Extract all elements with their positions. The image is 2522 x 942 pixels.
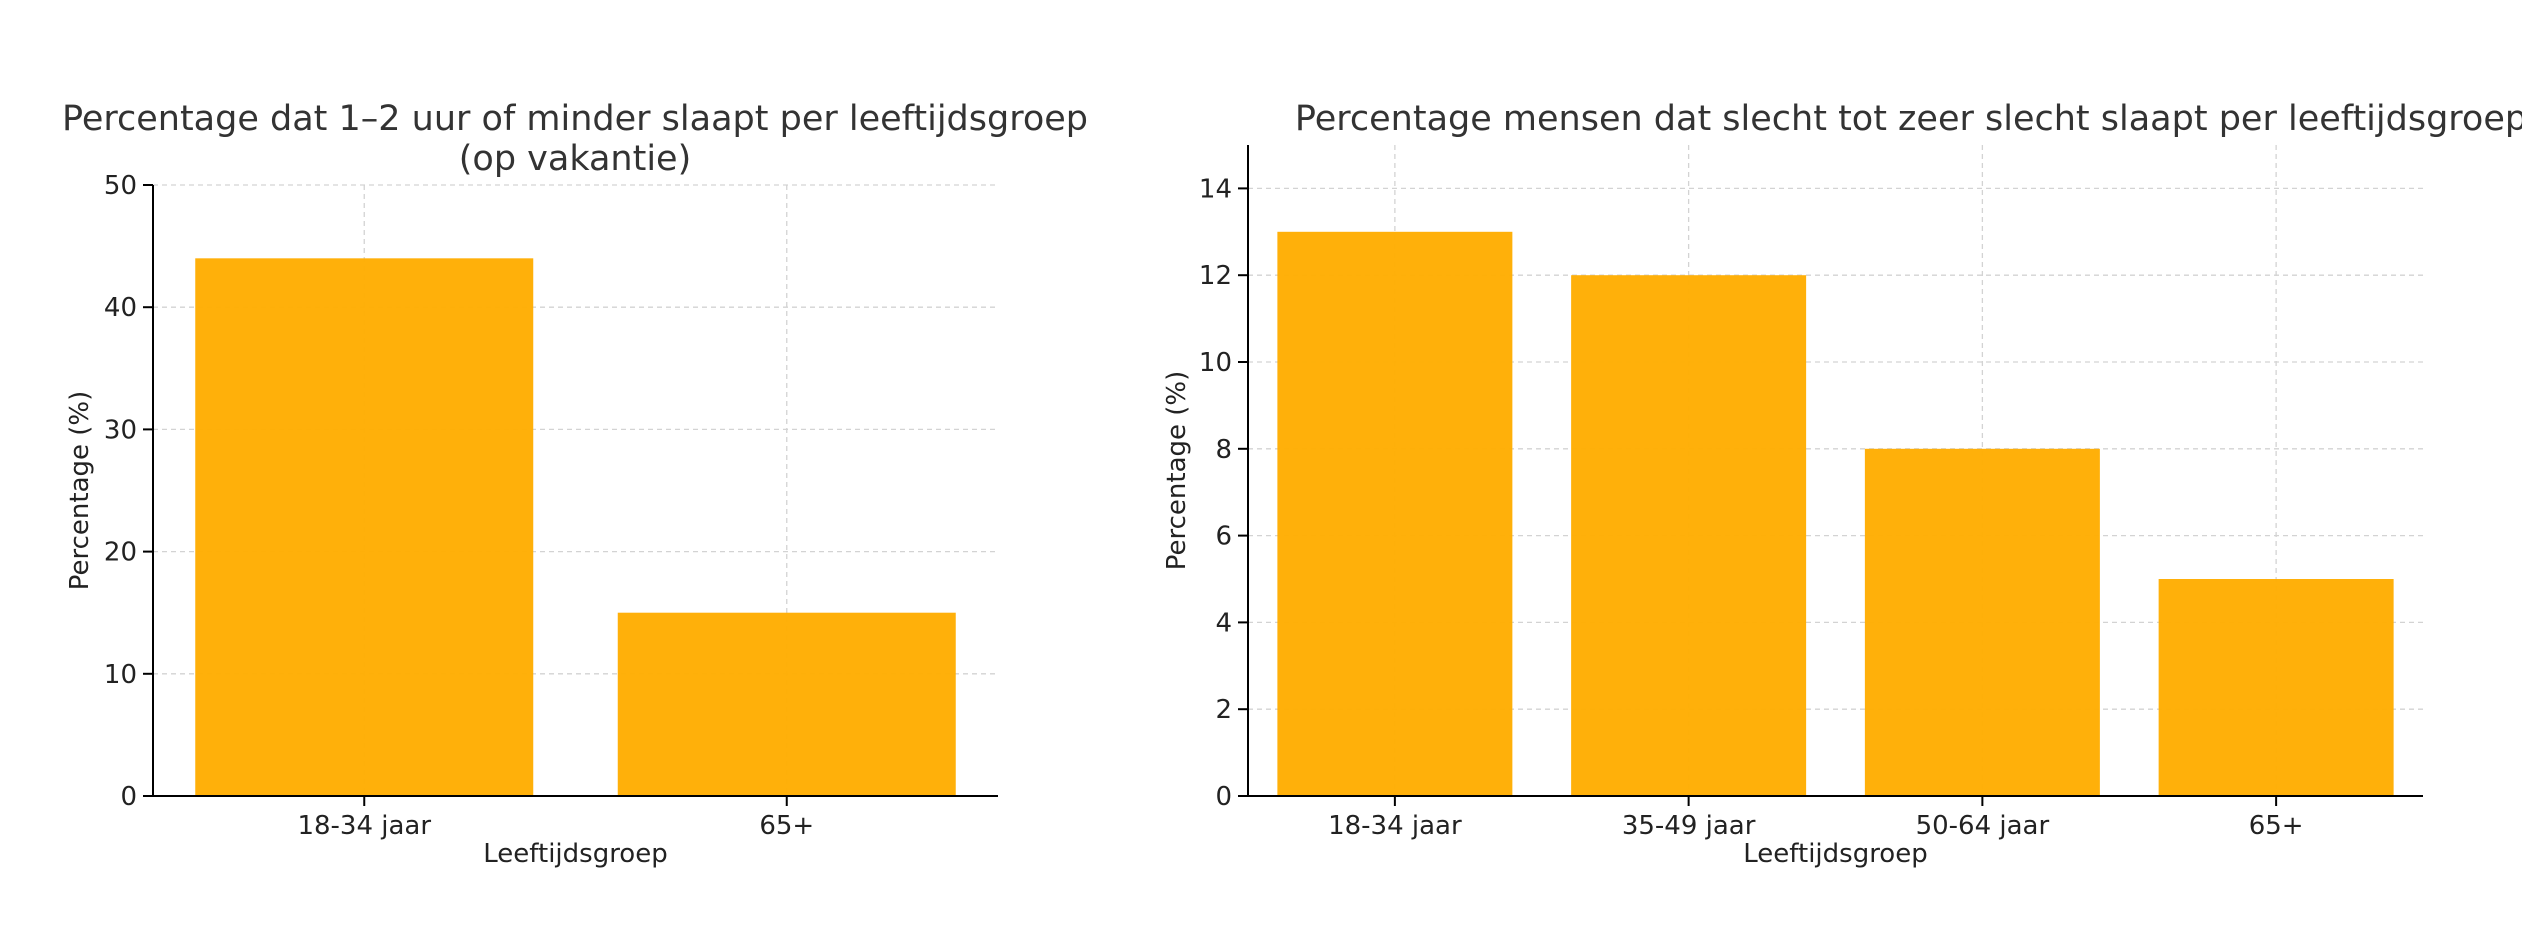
y-tick-label: 20 bbox=[104, 538, 137, 568]
y-axis-label: Percentage (%) bbox=[1162, 371, 1192, 571]
y-tick-label: 4 bbox=[1215, 608, 1232, 638]
y-tick-label: 0 bbox=[1215, 782, 1232, 812]
x-axis-label: Leeftijdsgroep bbox=[1743, 839, 1927, 869]
bar-65- bbox=[617, 612, 956, 796]
y-tick-label: 2 bbox=[1215, 695, 1232, 725]
chart-poor-sleep: Percentage mensen dat slecht tot zeer sl… bbox=[1162, 99, 2522, 869]
y-tick-label: 30 bbox=[104, 415, 137, 445]
bar-18-34-jaar bbox=[1277, 231, 1513, 797]
x-tick-label: 35-49 jaar bbox=[1622, 811, 1756, 841]
x-tick-label: 18-34 jaar bbox=[297, 811, 431, 841]
x-axis-label: Leeftijdsgroep bbox=[483, 839, 667, 869]
chart-sleep-duration-vacation: Percentage dat 1–2 uur of minder slaapt … bbox=[62, 99, 1088, 869]
y-tick-label: 10 bbox=[1199, 348, 1232, 378]
x-tick-label: 18-34 jaar bbox=[1328, 811, 1462, 841]
x-tick-label: 50-64 jaar bbox=[1916, 811, 2050, 841]
chart-title-line: Percentage mensen dat slecht tot zeer sl… bbox=[1295, 99, 2522, 139]
y-tick-label: 50 bbox=[104, 171, 137, 201]
y-tick-label: 14 bbox=[1199, 174, 1232, 204]
bar-35-49-jaar bbox=[1571, 275, 1807, 796]
x-tick-label: 65+ bbox=[2249, 811, 2304, 841]
y-tick-label: 10 bbox=[104, 660, 137, 690]
chart-title-line: Percentage dat 1–2 uur of minder slaapt … bbox=[62, 99, 1088, 139]
y-axis-label: Percentage (%) bbox=[65, 391, 95, 591]
bar-18-34-jaar bbox=[195, 258, 534, 796]
y-tick-label: 0 bbox=[120, 782, 137, 812]
bar-50-64-jaar bbox=[1864, 448, 2100, 796]
bar-65- bbox=[2158, 579, 2394, 796]
x-tick-label: 65+ bbox=[759, 811, 814, 841]
y-tick-label: 40 bbox=[104, 293, 137, 323]
chart-title-line: (op vakantie) bbox=[459, 139, 692, 179]
y-tick-label: 12 bbox=[1199, 261, 1232, 291]
y-tick-label: 8 bbox=[1215, 435, 1232, 465]
y-tick-label: 6 bbox=[1215, 522, 1232, 552]
